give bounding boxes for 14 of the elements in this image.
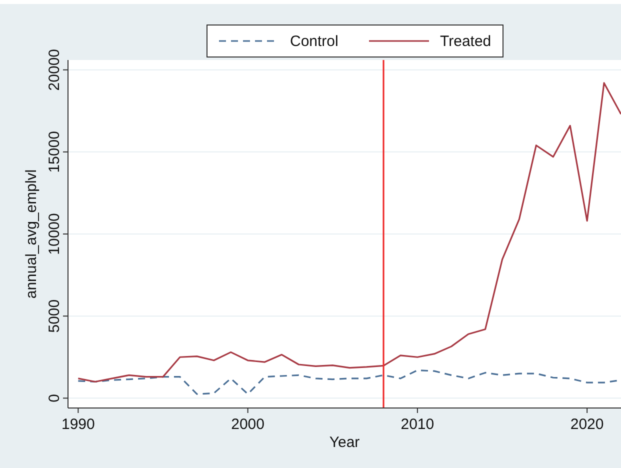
y-tick-label: 20000 — [46, 48, 63, 91]
y-tick-label: 5000 — [46, 299, 63, 333]
legend-label: Treated — [440, 33, 492, 50]
x-axis-title: Year — [329, 434, 360, 451]
x-tick-label: 2000 — [231, 416, 264, 433]
y-tick-label: 15000 — [46, 131, 63, 173]
y-tick-label: 0 — [46, 394, 63, 402]
y-tick-label: 10000 — [46, 213, 63, 255]
y-axis-title: annual_avg_emplvl — [23, 169, 40, 299]
x-tick-label: 1990 — [61, 416, 95, 433]
x-tick-label: 2020 — [570, 416, 604, 433]
legend-label: Control — [290, 33, 338, 50]
line-series — [77, 82, 621, 383]
x-tick-label: 2010 — [400, 416, 434, 433]
